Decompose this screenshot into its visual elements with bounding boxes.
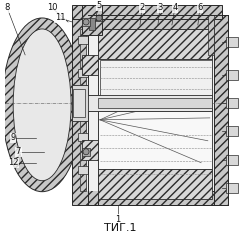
Bar	[88, 15, 98, 205]
Bar	[72, 15, 98, 205]
Bar	[89, 18, 95, 30]
Text: 10: 10	[47, 4, 57, 12]
Bar	[226, 183, 238, 193]
Bar	[82, 18, 90, 26]
Bar	[98, 169, 212, 199]
Bar	[78, 101, 88, 109]
Text: 3: 3	[157, 4, 163, 12]
Text: 6: 6	[197, 4, 203, 12]
Text: 5: 5	[96, 1, 102, 11]
Text: ΤИГ.1: ΤИГ.1	[104, 223, 136, 233]
Bar	[78, 166, 88, 174]
Text: 12: 12	[8, 158, 18, 167]
Bar	[78, 69, 88, 77]
Bar	[96, 15, 102, 21]
Bar	[100, 60, 212, 100]
Bar	[82, 140, 98, 160]
Bar	[226, 155, 238, 165]
Text: 7: 7	[15, 147, 21, 156]
Bar	[72, 95, 212, 111]
Bar	[98, 29, 212, 59]
Bar	[82, 5, 102, 35]
Bar	[98, 29, 214, 191]
Bar	[226, 70, 238, 80]
Bar	[78, 36, 88, 44]
Bar	[73, 89, 85, 117]
Bar	[214, 15, 228, 205]
Bar	[98, 59, 212, 169]
Bar	[226, 98, 238, 108]
Text: 11: 11	[55, 14, 65, 22]
Circle shape	[96, 15, 102, 21]
Bar	[82, 148, 90, 156]
Text: 9: 9	[11, 133, 16, 142]
Bar	[72, 5, 222, 19]
Text: 1: 1	[115, 215, 121, 224]
Bar	[80, 29, 86, 191]
Circle shape	[83, 19, 89, 25]
Bar	[226, 126, 238, 136]
Bar	[0, 0, 5, 234]
Bar	[88, 15, 228, 29]
Ellipse shape	[13, 29, 71, 181]
Bar	[208, 15, 214, 55]
Bar	[82, 55, 98, 75]
Circle shape	[83, 149, 89, 155]
Ellipse shape	[2, 18, 82, 192]
Text: 2: 2	[139, 4, 144, 12]
Text: 8: 8	[5, 4, 10, 12]
Bar	[88, 191, 228, 205]
Bar	[98, 98, 212, 108]
Bar	[226, 37, 238, 47]
Bar	[80, 29, 98, 191]
Bar	[78, 133, 88, 141]
Text: 4: 4	[172, 4, 178, 12]
Bar	[72, 85, 88, 121]
